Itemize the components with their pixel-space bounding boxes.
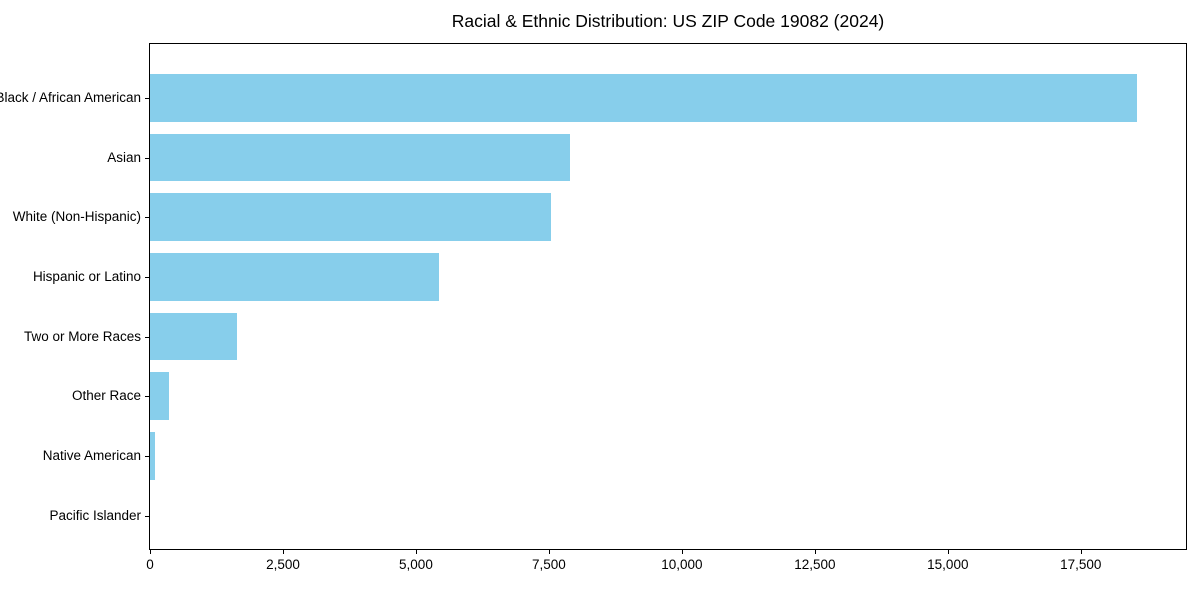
plot-area: Black / African American Asian White (Non-… bbox=[0, 43, 1187, 572]
y-tick-label: Other Race bbox=[71, 388, 141, 404]
y-tick-mark bbox=[145, 276, 150, 278]
y-tick-label: Native American bbox=[42, 448, 141, 464]
x-tick-label: 0 bbox=[146, 557, 154, 572]
x-tick-mark bbox=[415, 549, 417, 554]
bar bbox=[150, 372, 170, 421]
y-tick-mark bbox=[145, 217, 150, 219]
y-tick-mark bbox=[145, 157, 150, 159]
y-tick-label: Two or More Races bbox=[23, 328, 141, 344]
y-tick-label: White (Non-Hispanic) bbox=[12, 209, 141, 225]
y-tick-mark bbox=[145, 396, 150, 398]
bar bbox=[150, 193, 551, 242]
y-tick-label: Hispanic or Latino bbox=[32, 269, 141, 285]
x-tick-mark bbox=[681, 549, 683, 554]
y-tick-label: Black / African American bbox=[0, 90, 141, 106]
y-tick-mark bbox=[145, 455, 150, 457]
x-tick-mark bbox=[1080, 549, 1082, 554]
bar bbox=[150, 133, 570, 182]
x-tick-label: 15,000 bbox=[927, 557, 969, 572]
y-tick-mark bbox=[145, 336, 150, 338]
bar bbox=[150, 312, 237, 361]
x-tick-mark bbox=[548, 549, 550, 554]
x-tick-mark bbox=[282, 549, 284, 554]
y-tick-label: Asian bbox=[107, 149, 141, 165]
x-tick-label: 12,500 bbox=[794, 557, 836, 572]
x-tick-mark bbox=[947, 549, 949, 554]
bar bbox=[150, 74, 1137, 122]
x-tick-label: 17,500 bbox=[1060, 557, 1102, 572]
x-tick-label: 2,500 bbox=[266, 557, 300, 572]
chart-title: Racial & Ethnic Distribution: US ZIP Cod… bbox=[451, 11, 885, 31]
y-tick-mark bbox=[145, 98, 150, 99]
y-axis: Black / African American Asian White (Non-… bbox=[0, 44, 1186, 549]
bar bbox=[150, 432, 156, 480]
x-tick-mark bbox=[150, 549, 151, 554]
x-tick-label: 5,000 bbox=[399, 557, 433, 572]
x-tick-mark bbox=[814, 549, 816, 554]
y-tick-label: Pacific Islander bbox=[49, 507, 141, 523]
x-tick-label: 7,500 bbox=[532, 557, 566, 572]
bars-layer bbox=[150, 44, 1186, 549]
y-tick-mark bbox=[145, 515, 150, 517]
x-axis: 0 2,500 5,000 7,500 10,000 12,500 15,000 17,500 bbox=[146, 44, 1186, 572]
x-tick-label: 10,000 bbox=[661, 557, 703, 572]
bar bbox=[150, 253, 439, 301]
